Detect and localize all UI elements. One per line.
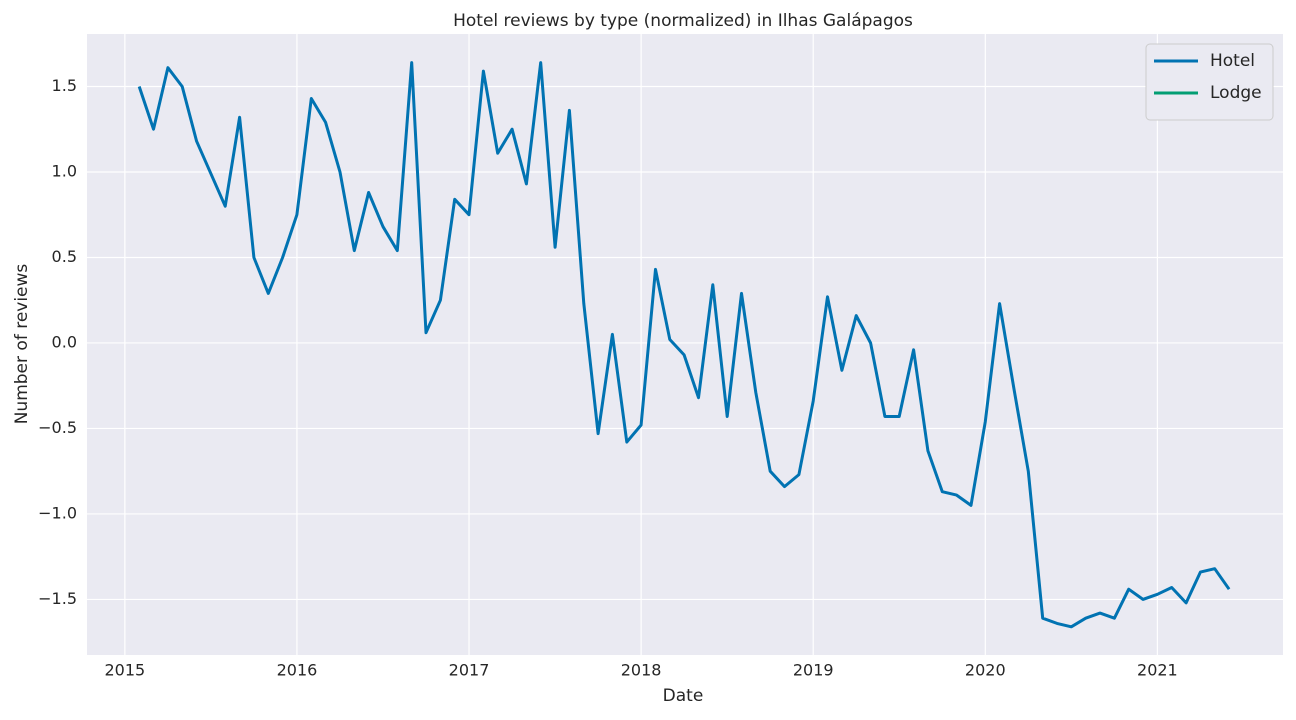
y-tick-label: 1.5	[52, 76, 77, 95]
series-line	[137, 61, 1231, 629]
x-tick-label: 2016	[277, 661, 318, 680]
x-tick-label: 2020	[965, 661, 1006, 680]
y-tick-label: 0.5	[52, 247, 77, 266]
y-tick-label: −1.0	[38, 503, 77, 522]
legend: Hotel Lodge	[1145, 43, 1274, 121]
chart-title: Hotel reviews by type (normalized) in Il…	[453, 11, 913, 31]
y-tick-label: −0.5	[38, 418, 77, 437]
y-tick-label: −1.5	[38, 589, 77, 608]
x-tick-label: 2021	[1137, 661, 1178, 680]
x-tick-label: 2019	[793, 661, 834, 680]
x-axis-label: Date	[663, 686, 704, 706]
x-tick-label: 2015	[104, 661, 145, 680]
x-tick-label: 2017	[449, 661, 490, 680]
x-tick-label: 2018	[621, 661, 662, 680]
y-axis-label: Number of reviews	[12, 264, 32, 425]
legend-label: Lodge	[1210, 83, 1262, 103]
y-tick-label: 1.0	[52, 161, 77, 180]
lines	[137, 61, 1231, 629]
labels: −1.5 −1.0 −0.5 0.0 0.5 1.0 1.5 2015 2016 2017 2018…	[38, 76, 1178, 680]
legend-box	[1145, 43, 1274, 121]
legend-label: Hotel	[1210, 51, 1255, 71]
plot-area	[87, 34, 1283, 655]
y-tick-label: 0.0	[52, 332, 77, 351]
grid	[87, 34, 1283, 655]
